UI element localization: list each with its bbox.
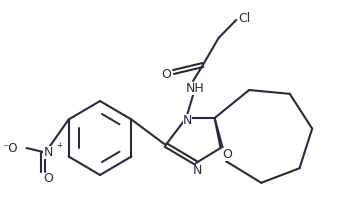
Text: O: O [162,68,172,81]
Text: O: O [222,147,232,161]
Text: NH: NH [186,81,204,95]
Text: N: N [192,165,202,177]
Text: ⁻O: ⁻O [2,142,18,154]
Text: O: O [43,173,53,185]
Text: Cl: Cl [238,12,250,24]
Text: +: + [56,141,62,150]
Text: N: N [182,114,192,127]
Text: N: N [43,146,53,158]
